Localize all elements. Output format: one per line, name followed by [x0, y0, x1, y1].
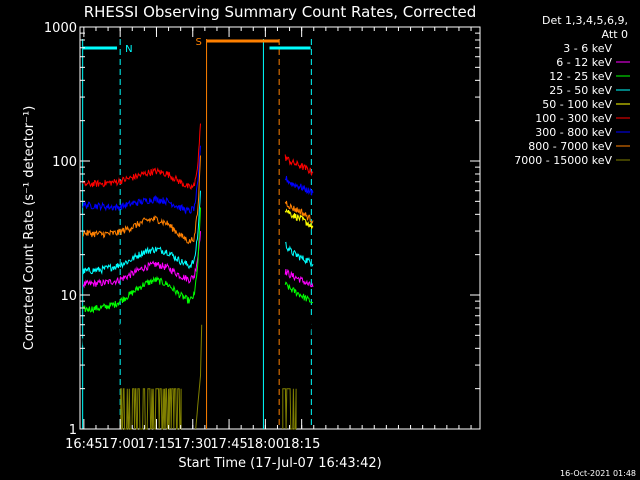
series-line — [284, 268, 314, 288]
x-tick-label: 18:00 — [247, 437, 284, 452]
y-tick-label: 1 — [69, 423, 77, 438]
series-line — [284, 281, 314, 304]
legend-label: 6 - 12 keV — [556, 56, 612, 69]
legend-label: 25 - 50 keV — [549, 84, 612, 97]
series-line — [195, 324, 203, 430]
x-tick-label: 17:15 — [138, 437, 175, 452]
legend-label: 300 - 800 keV — [535, 126, 612, 139]
series-line — [82, 155, 201, 245]
y-axis-label: Corrected Count Rate (s⁻¹ detector⁻¹) — [22, 106, 37, 351]
series-line — [284, 154, 314, 177]
plot-area: NS — [79, 26, 481, 430]
flag-bars: NS — [82, 37, 311, 55]
legend-header: Det 1,3,4,5,6,9, — [542, 14, 628, 27]
chart-title: RHESSI Observing Summary Count Rates, Co… — [84, 3, 477, 21]
y-tick-label: 100 — [52, 155, 77, 170]
series-line — [82, 231, 201, 289]
series-line — [82, 207, 201, 314]
series-line — [284, 200, 314, 224]
x-tick-label: 17:45 — [210, 437, 247, 452]
legend-label: 12 - 25 keV — [549, 70, 612, 83]
series-line — [120, 388, 182, 430]
series-line — [82, 190, 201, 275]
x-tick-label: 17:30 — [174, 437, 211, 452]
x-axis-label: Start Time (17-Jul-07 16:43:42) — [178, 456, 381, 471]
legend-label: 800 - 7000 keV — [528, 140, 612, 153]
plot-frame — [79, 26, 481, 430]
legend-label: 100 - 300 keV — [535, 112, 612, 125]
legend-label: 3 - 6 keV — [563, 42, 612, 55]
series-line — [282, 388, 297, 430]
series-line — [82, 145, 201, 215]
series-line — [82, 266, 201, 350]
flag-label-n: N — [125, 44, 132, 55]
series-line — [284, 241, 314, 267]
series-line — [284, 208, 314, 229]
x-tick-label: 16:45 — [65, 437, 102, 452]
series-line — [82, 123, 201, 190]
footer-timestamp: 16-Oct-2021 01:48 — [560, 469, 636, 478]
x-tick-label: 18:15 — [283, 437, 320, 452]
y-tick-label: 1000 — [44, 21, 77, 36]
legend-header: Att 0 — [602, 28, 628, 41]
series-line — [284, 175, 314, 196]
legend-label: 50 - 100 keV — [542, 98, 612, 111]
x-tick-label: 17:00 — [101, 437, 138, 452]
series-lines — [82, 123, 314, 430]
flag-label-s: S — [196, 37, 202, 48]
mode-lines — [82, 39, 312, 429]
y-tick-label: 10 — [60, 289, 77, 304]
legend-label: 7000 - 15000 keV — [514, 154, 612, 167]
y-axis: 1 10 100 1000 — [44, 21, 480, 438]
series-line — [284, 276, 314, 339]
